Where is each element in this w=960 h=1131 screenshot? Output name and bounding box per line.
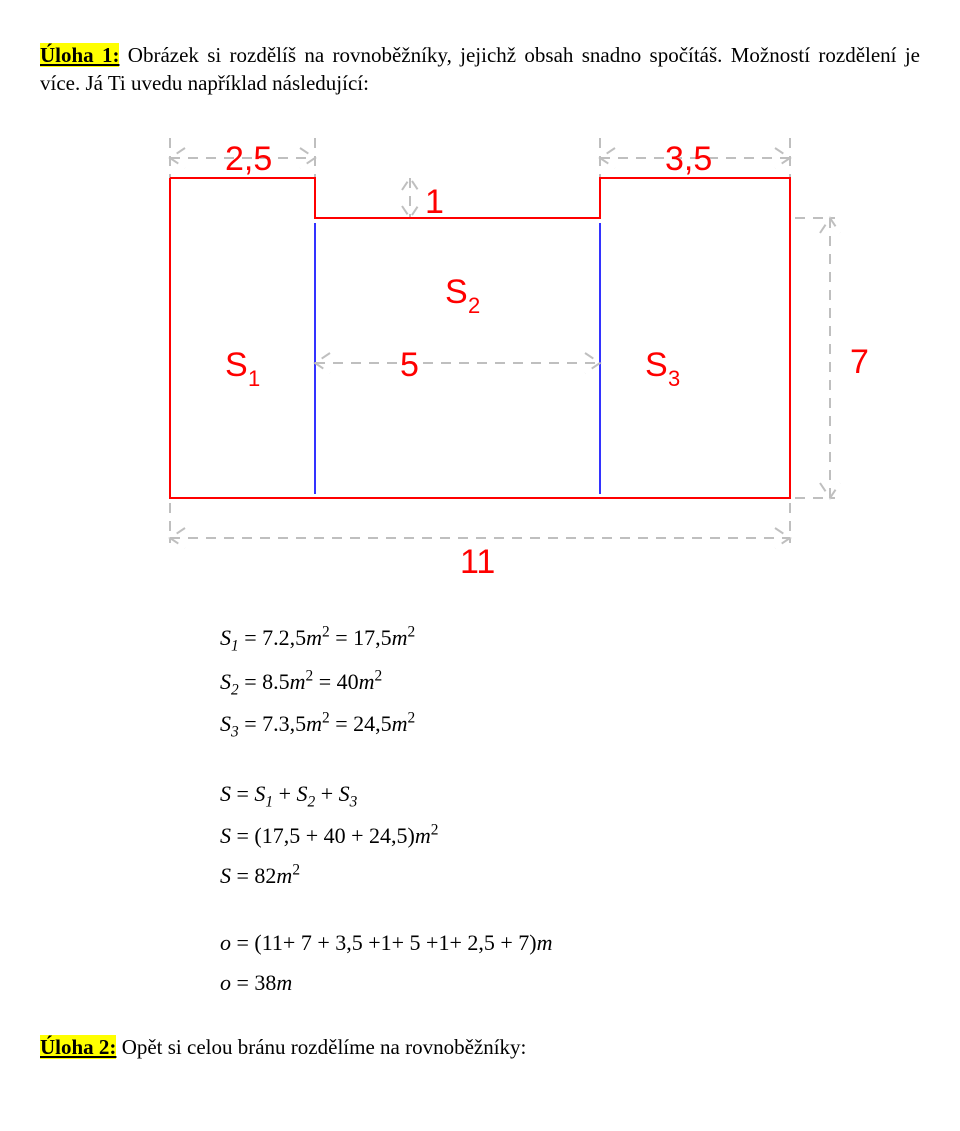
label-S3: S <box>645 346 668 384</box>
sym: S <box>254 781 265 806</box>
m: m <box>415 823 431 848</box>
sub: 3 <box>350 793 358 810</box>
m: m <box>306 711 322 736</box>
m: m <box>359 669 375 694</box>
sym: S <box>220 823 231 848</box>
eq-block-3: o = (11+ 7 + 3,5 +1+ 5 +1+ 2,5 + 7)m o =… <box>220 923 920 1002</box>
task2-paragraph: Úloha 2: Opět si celou bránu rozdělíme n… <box>40 1033 920 1061</box>
txt: = 17,5 <box>330 625 392 650</box>
m: m <box>276 863 292 888</box>
txt: = 82 <box>231 863 276 888</box>
label-S3-sub: 3 <box>668 366 680 391</box>
m: m <box>392 625 408 650</box>
label-S2: S <box>445 273 468 311</box>
label-7: 7 <box>850 343 869 381</box>
sub: 2 <box>231 681 239 698</box>
m: m <box>306 625 322 650</box>
eq1-line1: S1 = 7.2,5m2 = 17,5m2 <box>220 618 920 660</box>
task1-paragraph: Úloha 1: Obrázek si rozdělíš na rovnoběž… <box>40 41 920 98</box>
label-1: 1 <box>425 183 444 221</box>
label-11: 11 <box>460 543 495 578</box>
eq3-line2: o = 38m <box>220 963 920 1003</box>
label-S1: S <box>225 346 248 384</box>
sym: S <box>220 863 231 888</box>
eq1-line2: S2 = 8.5m2 = 40m2 <box>220 662 920 704</box>
sup: 2 <box>322 623 330 640</box>
sym: S <box>220 625 231 650</box>
m: m <box>537 930 553 955</box>
sym: S <box>297 781 308 806</box>
sup: 2 <box>408 710 416 727</box>
sym: S <box>220 781 231 806</box>
eq1-line3: S3 = 7.3,5m2 = 24,5m2 <box>220 704 920 746</box>
txt: = 40 <box>313 669 358 694</box>
sym: o <box>220 930 231 955</box>
label-S1-sub: 1 <box>248 366 260 391</box>
eq2-line3: S = 82m2 <box>220 856 920 896</box>
eq-block-1: S1 = 7.2,5m2 = 17,5m2 S2 = 8.5m2 = 40m2 … <box>220 618 920 746</box>
eq2-line1: S = S1 + S2 + S3 <box>220 774 920 816</box>
sup: 2 <box>431 822 439 839</box>
txt: = (11+ 7 + 3,5 +1+ 5 +1+ 2,5 + 7) <box>231 930 537 955</box>
sup: 2 <box>322 710 330 727</box>
sub: 1 <box>231 637 239 654</box>
task1-text: Obrázek si rozdělíš na rovnoběžníky, jej… <box>40 43 920 95</box>
task2-label: Úloha 2: <box>40 1035 116 1059</box>
txt: = 8.5 <box>239 669 290 694</box>
sym: S <box>220 669 231 694</box>
eq2-line2: S = (17,5 + 40 + 24,5)m2 <box>220 816 920 856</box>
txt: + <box>273 781 296 806</box>
m: m <box>392 711 408 736</box>
eq-block-2: S = S1 + S2 + S3 S = (17,5 + 40 + 24,5)m… <box>220 774 920 895</box>
diagram-wrap: .dash { stroke:#bfbfbf; stroke-width:2; … <box>40 128 920 578</box>
diagram-svg: .dash { stroke:#bfbfbf; stroke-width:2; … <box>90 128 870 578</box>
m: m <box>276 970 292 995</box>
txt: + <box>315 781 338 806</box>
label-3-5: 3,5 <box>665 140 712 178</box>
m: m <box>290 669 306 694</box>
sup: 2 <box>292 861 300 878</box>
task1-label: Úloha 1: <box>40 43 119 67</box>
shape-outline <box>170 178 790 498</box>
label-S2-sub: 2 <box>468 293 480 318</box>
txt: = 7.3,5 <box>239 711 306 736</box>
task2-text: Opět si celou bránu rozdělíme na rovnobě… <box>122 1035 527 1059</box>
sup: 2 <box>408 623 416 640</box>
txt: = <box>231 781 254 806</box>
sym: S <box>339 781 350 806</box>
label-2-5: 2,5 <box>225 140 272 178</box>
eq3-line1: o = (11+ 7 + 3,5 +1+ 5 +1+ 2,5 + 7)m <box>220 923 920 963</box>
txt: = 7.2,5 <box>239 625 306 650</box>
txt: = 24,5 <box>330 711 392 736</box>
txt: = 38 <box>231 970 276 995</box>
label-5: 5 <box>400 346 419 384</box>
sub: 1 <box>265 793 273 810</box>
sym: o <box>220 970 231 995</box>
txt: = (17,5 + 40 + 24,5) <box>231 823 415 848</box>
sub: 3 <box>231 723 239 740</box>
sup: 2 <box>375 667 383 684</box>
sym: S <box>220 711 231 736</box>
